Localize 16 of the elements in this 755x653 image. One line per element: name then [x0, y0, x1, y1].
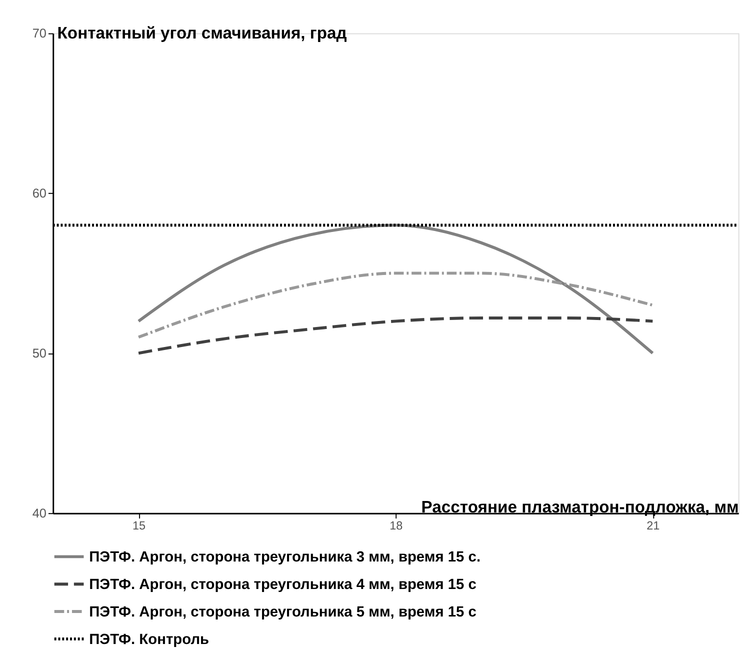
y-tick-label: 50: [32, 346, 47, 361]
y-tick-label: 40: [32, 506, 47, 521]
legend-label: ПЭТФ. Аргон, сторона треугольника 4 мм, время 15 с: [89, 577, 476, 593]
legend-label: ПЭТФ. Контроль: [89, 632, 210, 648]
x-tick-label: 18: [390, 519, 404, 532]
y-tick-label: 70: [32, 26, 47, 41]
x-axis-title: Расстояние плазматрон-подложка, мм: [421, 498, 739, 517]
y-tick-label: 60: [32, 186, 47, 201]
line-series: [137, 316, 654, 355]
legend-label: ПЭТФ. Аргон, сторона треугольника 5 мм, время 15 с: [89, 604, 476, 620]
line-series: [137, 272, 654, 339]
y-axis-title: Контактный угол смачивания, град: [57, 24, 348, 43]
legend-label: ПЭТФ. Аргон, сторона треугольника 3 мм, время 15 с.: [89, 550, 481, 566]
x-tick-label: 21: [646, 519, 660, 532]
x-tick-label: 15: [132, 519, 146, 532]
line-series: [137, 224, 654, 355]
